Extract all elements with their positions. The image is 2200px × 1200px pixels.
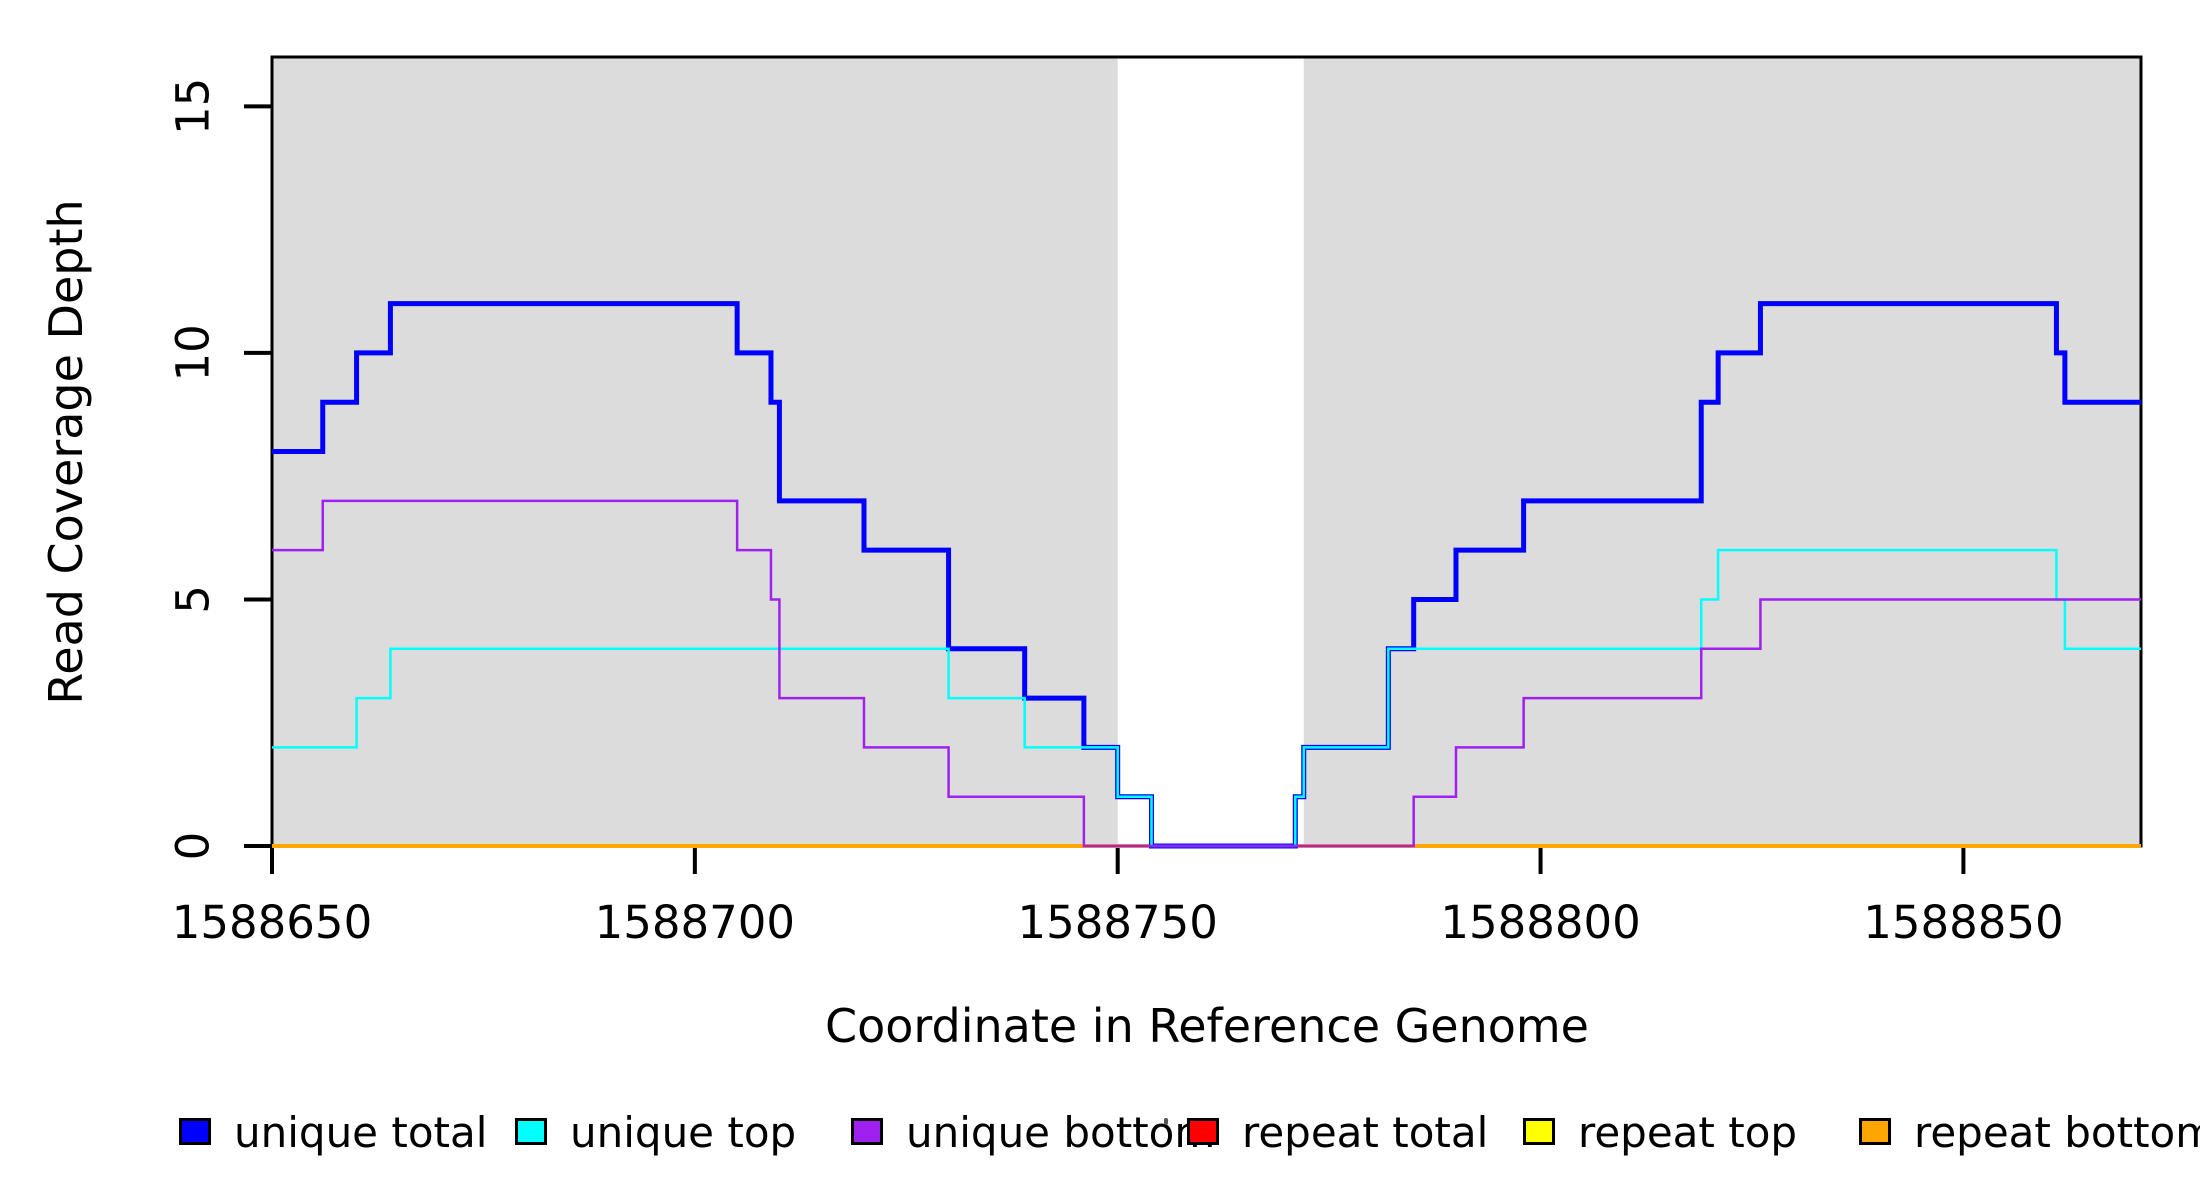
y-tick-label: 5: [167, 585, 220, 614]
series-unique-top: [272, 548, 2141, 848]
artifact-dot: [1164, 1118, 1168, 1125]
legend-item-unique-top: unique top: [515, 1108, 845, 1158]
legend-label: unique bottom: [906, 1108, 1216, 1157]
shaded-regions: [272, 57, 2141, 846]
y-tick-label: 10: [167, 324, 220, 381]
axis-tick-labels: 1588650 1588700 1588750 1588800 1588850 0 5 10 1…: [167, 78, 2064, 949]
shaded-region: [272, 57, 1118, 846]
legend-label: repeat top: [1578, 1108, 1798, 1157]
legend-label: unique top: [570, 1108, 797, 1157]
shaded-region: [1303, 57, 2141, 846]
x-tick-label: 1588650: [172, 896, 372, 949]
legend-label: repeat bottom: [1914, 1108, 2200, 1157]
x-tick-label: 1588700: [595, 896, 795, 949]
legend-label: unique total: [234, 1108, 488, 1157]
x-tick-label: 1588750: [1017, 896, 1217, 949]
legend-item-repeat-top: repeat top: [1523, 1108, 1853, 1158]
legend-swatch-unique-top: [515, 1118, 547, 1145]
legend-swatch-unique-bottom: [851, 1118, 883, 1145]
axis-ticks: [244, 104, 1966, 874]
y-tick-label: 0: [167, 832, 220, 861]
legend-swatch-unique-total: [179, 1118, 211, 1145]
legend-item-repeat-total: repeat total: [1187, 1108, 1517, 1158]
legend-item-unique-total: unique total: [179, 1108, 509, 1158]
y-tick-label: 15: [167, 78, 220, 135]
legend-item-unique-bottom: unique bottom: [851, 1108, 1215, 1158]
y-axis-title: Read Coverage Depth: [39, 199, 93, 704]
legend-item-repeat-bottom: repeat bottom: [1859, 1108, 2200, 1158]
legend-swatch-repeat-top: [1523, 1118, 1555, 1145]
x-axis-title: Coordinate in Reference Genome: [825, 999, 1589, 1053]
data-series: [272, 301, 2141, 849]
x-tick-label: 1588800: [1440, 896, 1640, 949]
legend-label: repeat total: [1242, 1108, 1489, 1157]
x-tick-label: 1588850: [1863, 896, 2063, 949]
series-unique-bottom: [272, 499, 2141, 848]
legend-swatch-repeat-bottom: [1859, 1118, 1891, 1145]
legend-swatch-repeat-total: [1187, 1118, 1219, 1145]
